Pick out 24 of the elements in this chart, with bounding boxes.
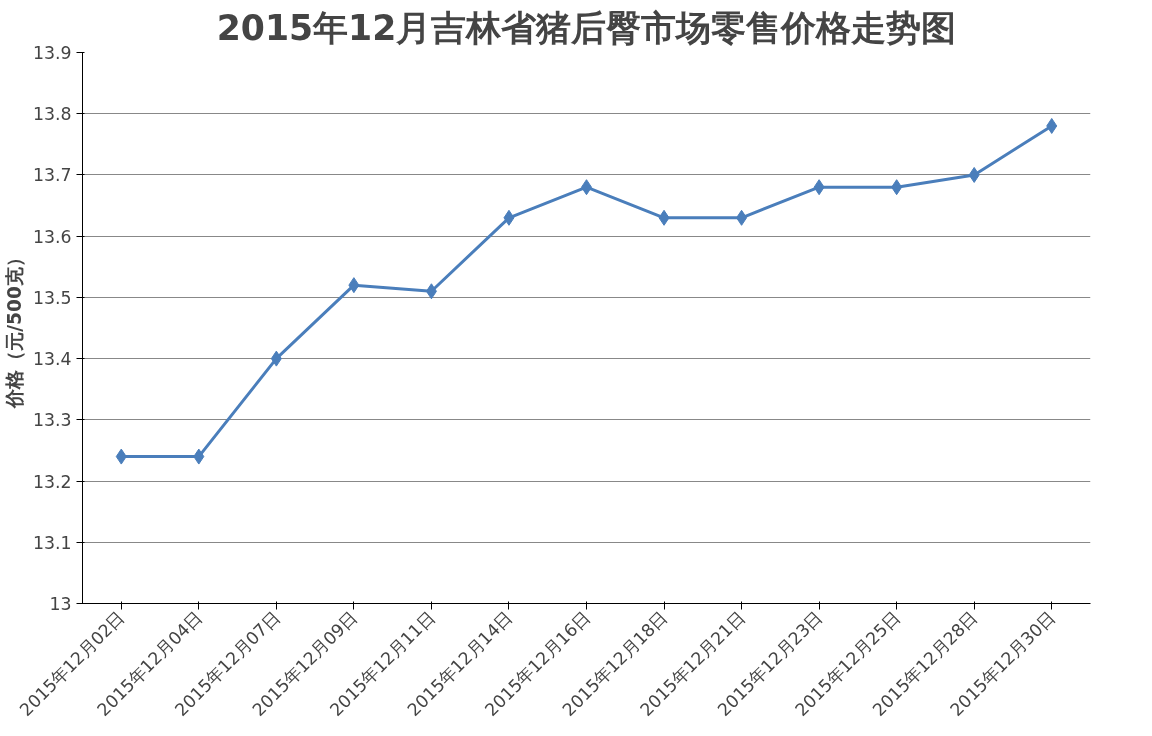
y-tick-label: 13.9 [32,43,72,63]
y-tick-label: 13.1 [32,532,72,553]
point [658,209,670,226]
y-tick-label: 13.3 [32,410,72,431]
point [270,350,282,367]
y-tick-label: 13.4 [32,349,72,370]
point [891,179,903,196]
y-tick-label: 13.6 [32,226,72,247]
point [425,283,437,300]
y-tick-label: 13.8 [32,104,72,125]
point [968,166,980,183]
point [736,209,748,226]
point [115,448,127,465]
y-tick-label: 13.7 [32,165,72,186]
y-tick-label: 13.2 [32,471,72,492]
y-tick-label: 13.5 [32,287,72,308]
chart-title: 2015年12月吉林省猪后臀市场零售价格走势图 [216,7,957,48]
point [813,179,825,196]
point [1046,117,1058,134]
y-axis-title: 价格（元/500克） [3,248,25,409]
point [193,448,205,465]
point [503,209,515,226]
point [348,277,360,294]
y-tick-label: 13 [49,594,72,614]
